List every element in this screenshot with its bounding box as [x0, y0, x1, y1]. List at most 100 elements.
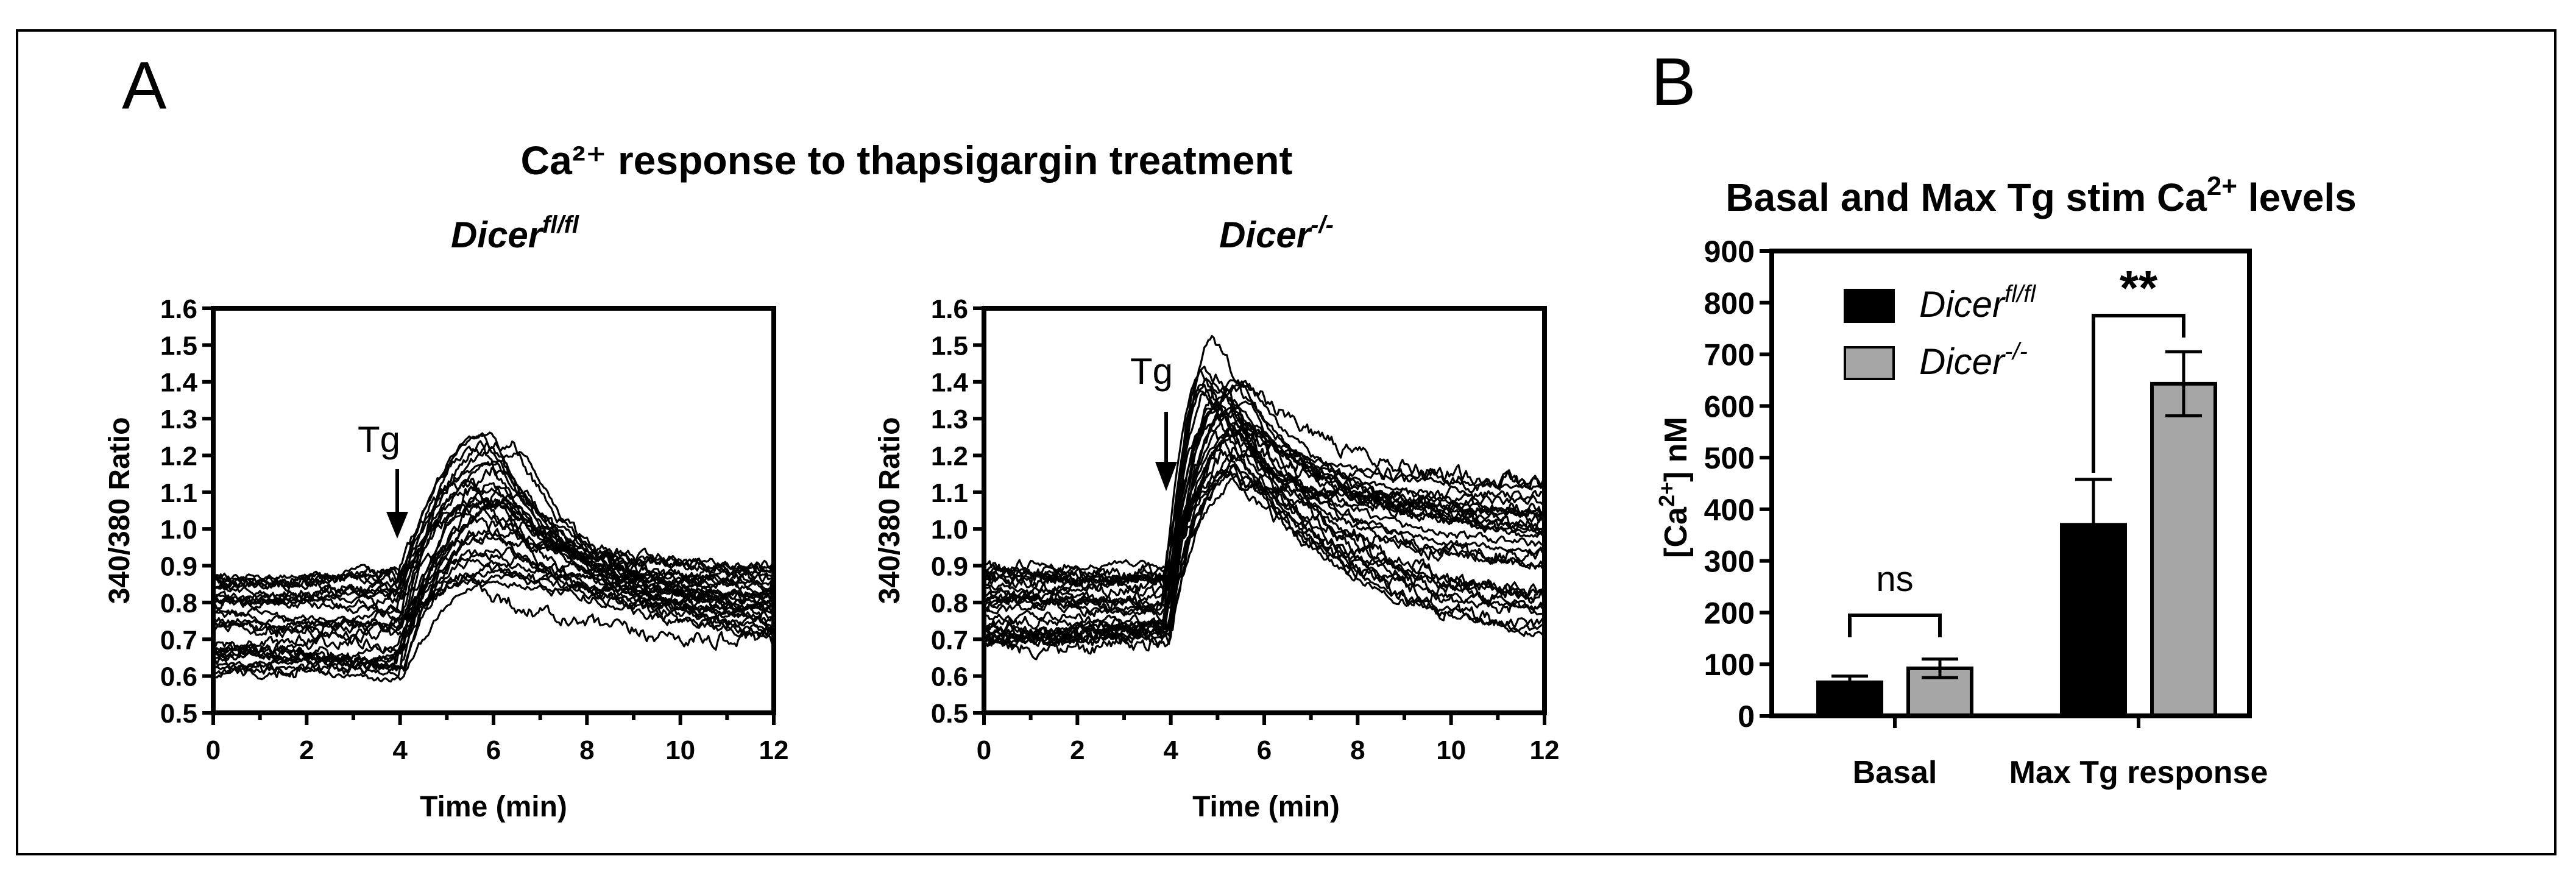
- ko-ytick-label: 1.6: [931, 294, 968, 324]
- bar-ylabel-sup: 2+: [1654, 482, 1679, 507]
- legend-fl-sup: fl/fl: [2005, 281, 2036, 308]
- ko-xtick-label: 2: [1070, 735, 1085, 765]
- ko-title-main: Dicer: [1219, 214, 1313, 255]
- error-bar-fl-max: [2075, 478, 2112, 572]
- sig-bracket-basal: ns: [1848, 559, 1942, 637]
- legend-fl-main: Dicer: [1919, 284, 2006, 325]
- fl-traces: [212, 431, 775, 683]
- ko-ytick-label: 1.2: [931, 441, 968, 471]
- figure-border: [16, 29, 2557, 855]
- fl-xtick-label: 12: [759, 735, 789, 765]
- bar-ytick-label: 500: [1704, 441, 1755, 475]
- panel-a-letter: A: [122, 48, 167, 123]
- error-bar-ko-max: [2165, 350, 2202, 417]
- ko-tg-annotation: Tg: [1130, 351, 1173, 392]
- fl-ytick-label: 0.7: [160, 625, 197, 655]
- error-bar-ko-basal: [1922, 657, 1958, 679]
- fl-ytick-label: 1.5: [160, 331, 197, 361]
- ko-xtick-label: 10: [1436, 735, 1466, 765]
- bar-ytick-label: 200: [1704, 596, 1755, 630]
- fl-xtick-label: 0: [206, 735, 221, 765]
- fl-title-sup: fl/fl: [542, 211, 579, 238]
- fl-trace-line: [213, 532, 775, 681]
- ko-trace-line: [983, 406, 1546, 645]
- ko-trace-line: [983, 442, 1546, 623]
- fl-trace-line: [213, 485, 774, 669]
- fl-trace-line: [212, 440, 775, 617]
- bar-y-axis-label: [Ca2+] nM: [1654, 417, 1694, 558]
- fl-xtick-label: 4: [392, 735, 408, 765]
- ko-x-axis-label: Time (min): [1192, 791, 1340, 823]
- bar-bars: [1816, 350, 2217, 718]
- legend-swatch-fl: [1844, 289, 1895, 323]
- fl-trace-line: [212, 563, 775, 635]
- fl-trace-line: [212, 503, 775, 625]
- bar-category-label: Max Tg response: [2009, 755, 2268, 790]
- fl-ytick-label: 1.6: [160, 294, 197, 324]
- sig-bracket-max: **: [2092, 261, 2185, 473]
- fl-ytick-label: 1.4: [160, 368, 198, 398]
- bar-ylabel-pre: [Ca: [1658, 506, 1694, 558]
- fl-y-axis-label: 340/380 Ratio: [104, 417, 136, 604]
- fl-ytick-label: 1.1: [160, 478, 197, 508]
- ko-ytick-label: 0.6: [931, 662, 968, 692]
- ko-xtick-label: 8: [1350, 735, 1365, 765]
- ko-xtick-label: 6: [1257, 735, 1272, 765]
- fl-plot-frame: [211, 306, 776, 715]
- ko-trace-line: [983, 431, 1545, 611]
- legend-ko-main: Dicer: [1919, 341, 2006, 382]
- ko-xtick-label: 0: [977, 735, 991, 765]
- ko-xtick-label: 12: [1530, 735, 1560, 765]
- bar-ytick-label: 300: [1704, 545, 1755, 579]
- trace-chart-dicer-fl: Dicerfl/fl 0.5 0.6 0.7 0.8 0.9 1.0 1.1 1.2 1.3 1.…: [104, 211, 788, 823]
- ko-ytick-label: 1.4: [931, 368, 969, 398]
- ko-ytick-label: 1.1: [931, 478, 968, 508]
- ko-trace-line: [983, 465, 1545, 604]
- ko-ytick-label: 0.5: [931, 699, 968, 729]
- ko-trace-line: [983, 420, 1545, 606]
- bar-category-labels: Basal Max Tg response: [1853, 716, 2268, 790]
- sig-bracket-max-line: [2092, 314, 2185, 473]
- bar-ytick-label: 600: [1704, 389, 1755, 423]
- fl-ytick-label: 1.3: [160, 405, 197, 434]
- fl-trace-line: [212, 502, 774, 613]
- ko-traces: [983, 334, 1546, 660]
- bar-y-axis-ticks: 0 100 200 300 400 500 600 700 800 900: [1704, 235, 1772, 734]
- bar-title-main: Basal and Max Tg stim Ca: [1725, 175, 2207, 219]
- bar-legend: Dicerfl/fl Dicer-/-: [1844, 281, 2036, 382]
- bar-chart-calcium: Basal and Max Tg stim Ca2+ levels [Ca2+]…: [1654, 171, 2357, 790]
- fl-ytick-label: 0.5: [160, 699, 197, 729]
- fl-xtick-label: 8: [579, 735, 594, 765]
- fl-y-axis-ticks: 0.5 0.6 0.7 0.8 0.9 1.0 1.1 1.2 1.3 1.4 1.5 1.6: [160, 294, 213, 729]
- ko-trace-line: [983, 409, 1546, 648]
- bar-ko-max: [2150, 381, 2217, 718]
- sig-bracket-basal-line: [1848, 614, 1942, 637]
- trace-chart-dicer-ko: Dicer-/- 0.5 0.6 0.7 0.8 0.9 1.0 1.1 1.2 1.3 1.4 1…: [874, 211, 1559, 823]
- ko-x-axis-ticks: 0 2 4 6 8 10 12: [977, 713, 1560, 765]
- ko-trace-line: [983, 400, 1546, 595]
- fl-xtick-label: 2: [299, 735, 314, 765]
- ko-ytick-label: 1.5: [931, 331, 968, 361]
- fl-title-main: Dicer: [451, 214, 545, 255]
- ko-ytick-label: 1.0: [931, 515, 968, 545]
- bar-ytick-label: 900: [1704, 235, 1755, 269]
- ko-plot-frame: [982, 306, 1547, 715]
- legend-label-ko: Dicer-/-: [1919, 338, 2028, 382]
- bar-title-sup: 2+: [2207, 171, 2237, 201]
- fl-xtick-label: 10: [665, 735, 695, 765]
- fl-ytick-label: 0.9: [160, 552, 197, 582]
- bar-ytick-label: 800: [1704, 286, 1755, 320]
- panel-b-letter: B: [1651, 44, 1696, 119]
- legend-item-ko: Dicer-/-: [1844, 338, 2028, 382]
- fl-ytick-label: 1.0: [160, 515, 197, 545]
- fl-chart-title: Dicerfl/fl: [451, 211, 579, 255]
- bar-chart-title: Basal and Max Tg stim Ca2+ levels: [1725, 171, 2356, 219]
- legend-swatch-ko: [1844, 346, 1895, 380]
- bar-ytick-label: 700: [1704, 338, 1755, 372]
- legend-ko-sup: -/-: [2005, 338, 2028, 365]
- bar-title-tail: levels: [2237, 175, 2357, 219]
- ko-trace-line: [983, 369, 1546, 648]
- sig-label-max: **: [2120, 261, 2158, 315]
- bar-ylabel-post: ] nM: [1658, 417, 1694, 482]
- bar-ytick-label: 400: [1704, 493, 1755, 527]
